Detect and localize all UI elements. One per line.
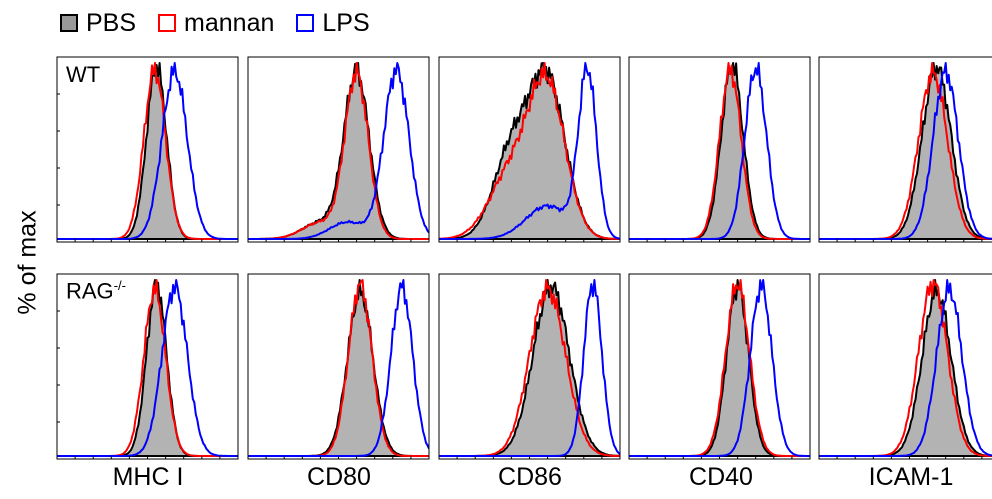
x-label-cd86: CD86 — [498, 463, 562, 491]
series-pbs-curve — [57, 62, 238, 240]
legend: PBS mannan LPS — [60, 6, 370, 40]
series-mannan-curve — [819, 279, 992, 457]
series-pbs-curve — [629, 62, 810, 240]
row-label-wt-text: WT — [66, 62, 101, 87]
panel-3 — [628, 56, 811, 243]
legend-swatch-mannan — [158, 14, 177, 32]
series-lps-curve — [439, 62, 620, 240]
legend-label-mannan: mannan — [184, 8, 275, 37]
series-mannan-curve — [819, 62, 992, 240]
panel-plot-area — [248, 62, 429, 240]
series-pbs-curve — [57, 279, 238, 457]
series-lps-curve — [57, 279, 238, 457]
row-label-wt: WT — [66, 62, 100, 88]
series-mannan-curve — [248, 279, 429, 457]
legend-item-mannan: mannan — [158, 9, 274, 38]
legend-item-pbs: PBS — [60, 9, 136, 38]
panel-9 — [818, 273, 992, 460]
panel-plot-area — [57, 279, 238, 457]
row-label-rag: RAG-/- — [66, 278, 126, 304]
x-label-icam-1: ICAM-1 — [868, 463, 954, 491]
panel-4 — [818, 56, 992, 243]
series-lps-curve — [629, 62, 810, 240]
panel-7 — [438, 273, 621, 460]
panel-5 — [56, 273, 239, 460]
series-lps-curve — [819, 279, 992, 457]
panel-6 — [247, 273, 430, 460]
x-label-cd80: CD80 — [307, 463, 371, 491]
series-pbs-curve — [439, 279, 620, 457]
panel-8 — [628, 273, 811, 460]
panel-plot-area — [439, 279, 620, 457]
panel-2 — [438, 56, 621, 243]
row-label-rag-text: RAG — [66, 278, 114, 304]
series-lps-curve — [248, 62, 429, 240]
legend-swatch-lps — [296, 14, 315, 32]
legend-swatch-pbs — [60, 14, 78, 32]
panel-plot-area — [819, 279, 992, 457]
panel-plot-area — [439, 62, 620, 240]
series-lps-curve — [57, 62, 238, 240]
legend-label-pbs: PBS — [86, 8, 137, 37]
panel-plot-area — [629, 279, 810, 457]
panel-1 — [247, 56, 430, 243]
row-label-rag-superscript: -/- — [113, 278, 126, 293]
series-lps-curve — [819, 62, 992, 240]
panel-0 — [56, 56, 239, 243]
panel-plot-area — [248, 279, 429, 457]
legend-label-lps: LPS — [322, 8, 370, 37]
panel-plot-area — [629, 62, 810, 240]
panel-plot-area — [57, 62, 238, 240]
x-label-cd40: CD40 — [689, 463, 753, 491]
series-lps-curve — [629, 279, 810, 457]
series-mannan-curve — [439, 62, 620, 240]
x-label-mhc-i: MHC I — [112, 463, 184, 491]
legend-item-lps: LPS — [296, 8, 370, 38]
panel-plot-area — [819, 62, 992, 240]
